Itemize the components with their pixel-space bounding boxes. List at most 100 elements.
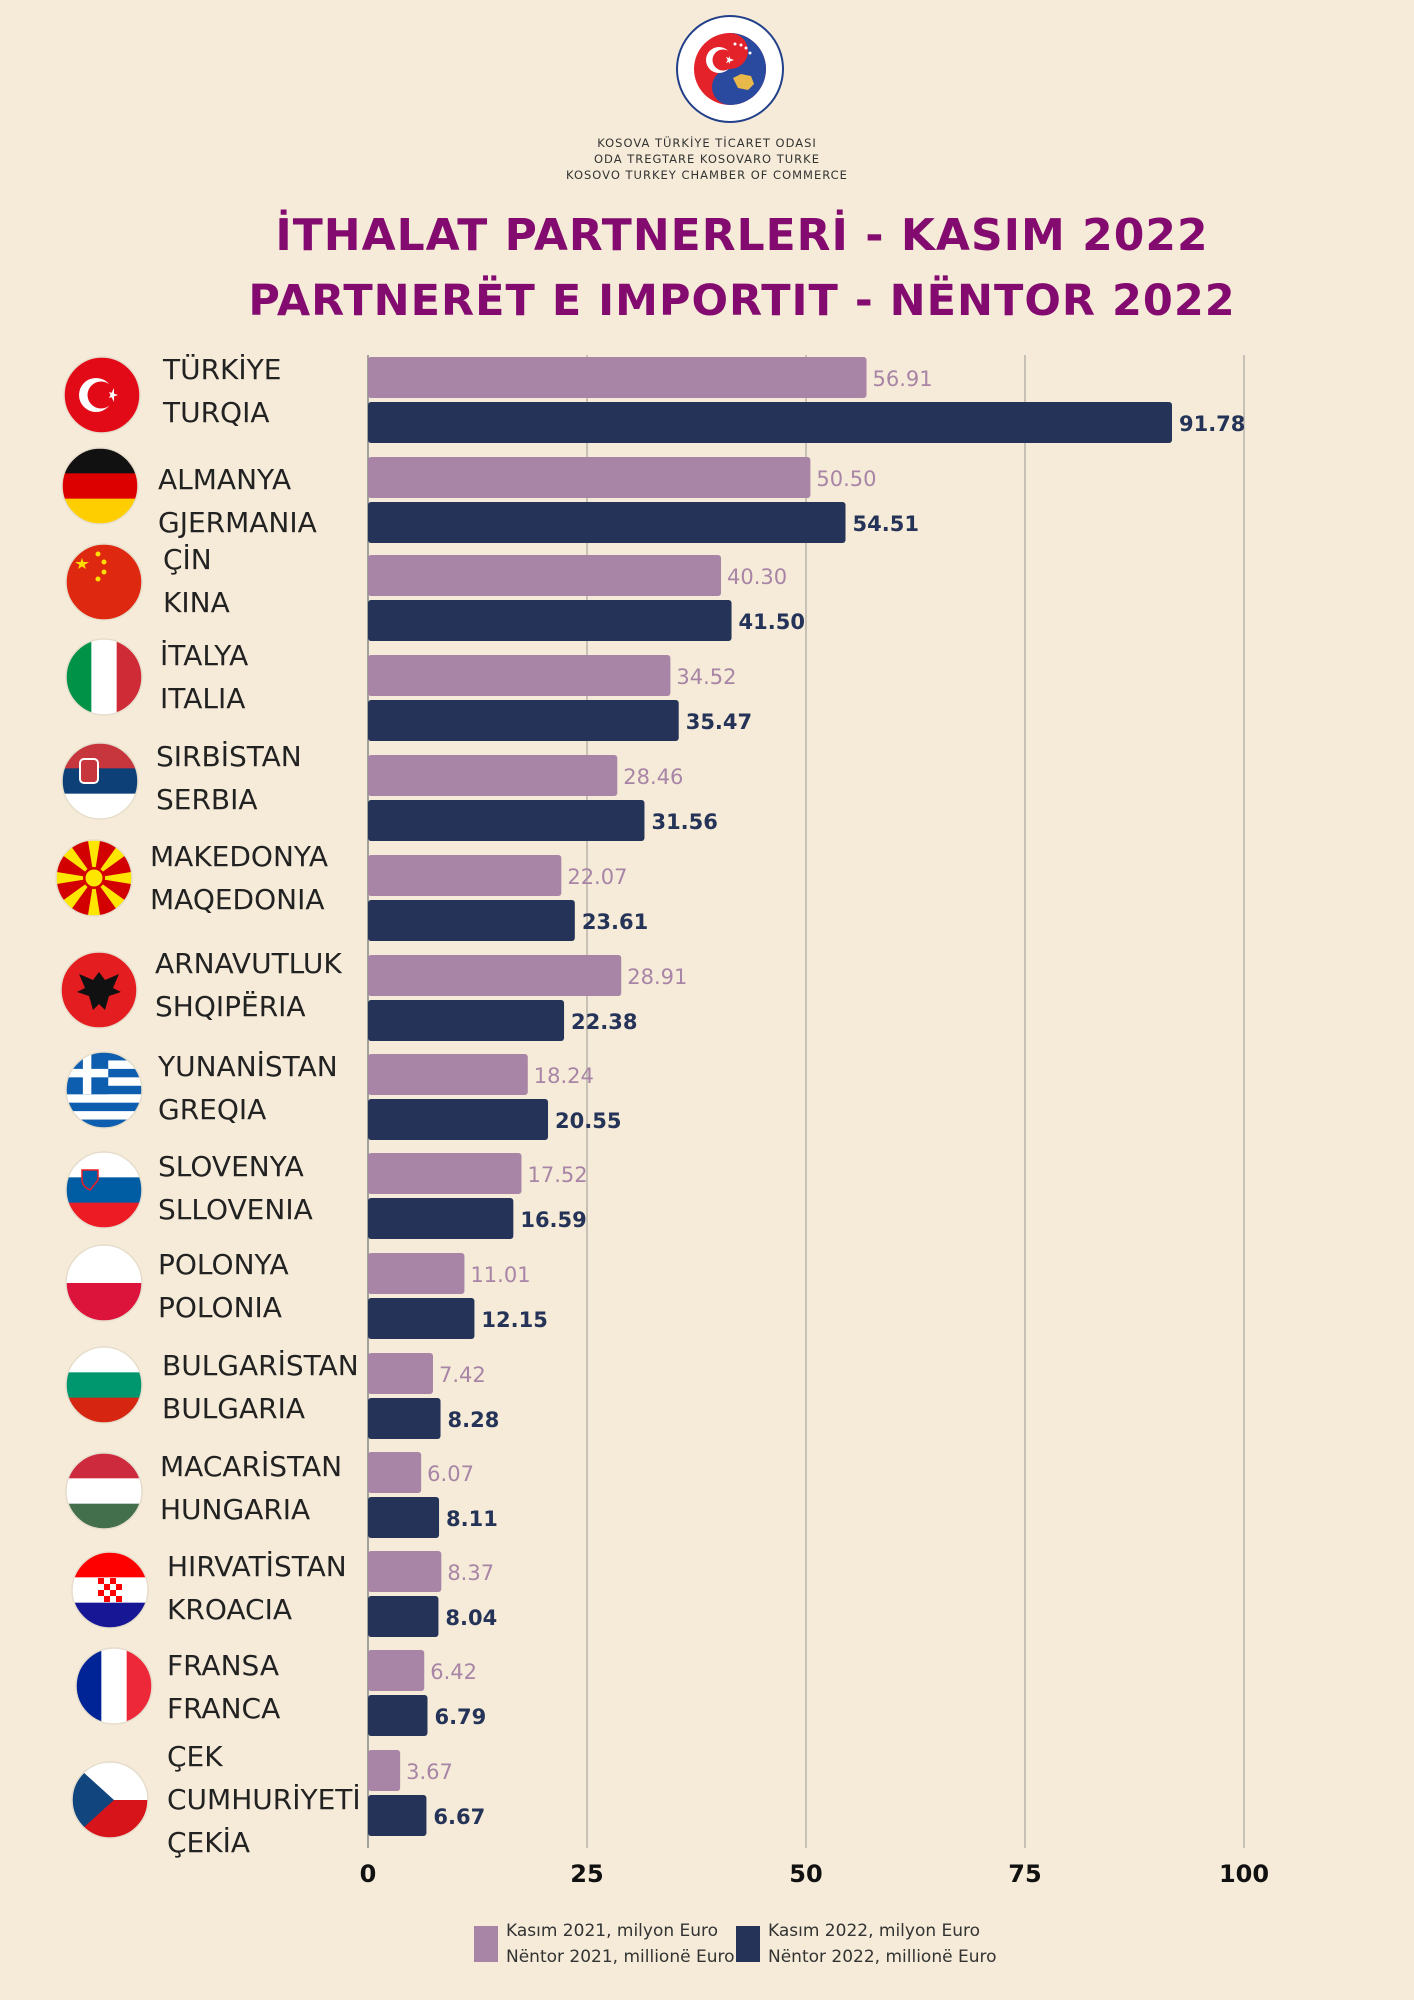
north-macedonia-flag-icon <box>56 840 132 916</box>
country-name: TURQIA <box>163 396 270 429</box>
country-name: BULGARIA <box>162 1392 306 1425</box>
bar-2022 <box>368 600 732 641</box>
data-label-2021: 7.42 <box>439 1363 486 1387</box>
bar-2021 <box>368 655 671 696</box>
data-label-2021: 18.24 <box>534 1064 594 1088</box>
legend-label-2022-sq: Nëntor 2022, millionë Euro <box>768 1947 997 1967</box>
data-label-2022: 16.59 <box>520 1208 586 1232</box>
x-tick-label: 100 <box>1219 1860 1269 1888</box>
bar-2022 <box>368 800 645 841</box>
data-label-2021: 3.67 <box>406 1760 453 1784</box>
bar-2021 <box>368 855 562 896</box>
data-label-2021: 17.52 <box>527 1163 587 1187</box>
flag-border <box>61 447 139 525</box>
country-name: GREQIA <box>158 1093 267 1126</box>
country-name: MAKEDONYA <box>150 840 328 873</box>
country-name: ARNAVUTLUK <box>155 947 342 980</box>
bar-2021 <box>368 1253 465 1294</box>
bar-2022 <box>368 700 679 741</box>
country-name: ÇEKİA <box>167 1826 251 1859</box>
org-name-sq: ODA TREGTARE KOSOVARO TURKE <box>594 152 820 166</box>
country-name: SIRBİSTAN <box>156 740 302 773</box>
data-label-2022: 91.78 <box>1179 412 1245 436</box>
flag-border <box>65 638 143 716</box>
flag-border <box>71 1761 149 1839</box>
flag-border <box>65 1151 143 1229</box>
data-label-2021: 8.37 <box>447 1561 494 1585</box>
data-label-2021: 28.91 <box>627 965 687 989</box>
bar-2022 <box>368 900 575 941</box>
data-label-2022: 6.79 <box>434 1705 486 1729</box>
chart-title-tr: İTHALAT PARTNERLERİ - KASIM 2022 <box>275 210 1209 261</box>
data-label-2021: 28.46 <box>623 765 683 789</box>
flag-border <box>65 1346 143 1424</box>
bar-2021 <box>368 1750 401 1791</box>
org-name-tr: KOSOVA TÜRKİYE TİCARET ODASI <box>597 136 817 150</box>
legend-label-2021-sq: Nëntor 2021, millionë Euro <box>506 1947 735 1967</box>
data-label-2022: 31.56 <box>651 810 717 834</box>
legend-item-2022: Kasım 2022, milyon Euro Nëntor 2022, mil… <box>736 1918 997 1970</box>
data-label-2022: 12.15 <box>481 1308 547 1332</box>
country-name: İTALYA <box>160 639 249 672</box>
country-name: FRANSA <box>167 1649 279 1682</box>
flag-border <box>65 543 143 621</box>
chart-title-sq: PARTNERËT E IMPORTIT - NËNTOR 2022 <box>248 276 1236 326</box>
country-name: SLLOVENIA <box>158 1193 313 1226</box>
country-name: SERBIA <box>156 783 258 816</box>
data-label-2022: 20.55 <box>555 1109 621 1133</box>
data-label-2022: 54.51 <box>853 512 919 536</box>
bar-2021 <box>368 1054 528 1095</box>
bar-2021 <box>368 1452 422 1493</box>
legend-item-2021: Kasım 2021, milyon Euro Nëntor 2021, mil… <box>474 1918 735 1970</box>
data-label-2021: 40.30 <box>727 565 787 589</box>
country-name: YUNANİSTAN <box>158 1050 338 1083</box>
data-label-2022: 8.28 <box>448 1408 500 1432</box>
data-label-2021: 50.50 <box>816 467 876 491</box>
legend-swatch-2021 <box>474 1926 498 1962</box>
bar-2022 <box>368 1695 428 1736</box>
bar-2022 <box>368 1398 441 1439</box>
bar-2022 <box>368 1497 440 1538</box>
x-tick-label: 50 <box>789 1860 822 1888</box>
bar-2022 <box>368 502 846 543</box>
country-name: POLONIA <box>158 1291 282 1324</box>
turkey-flag-icon <box>64 357 140 433</box>
flag-border <box>55 839 133 917</box>
china-flag-icon <box>66 544 142 620</box>
flag-border <box>60 951 138 1029</box>
country-name: SHQIPËRIA <box>155 990 306 1023</box>
country-name: BULGARİSTAN <box>162 1349 359 1382</box>
country-name: GJERMANIA <box>158 506 317 539</box>
chamber-logo <box>676 15 784 123</box>
data-label-2021: 6.42 <box>430 1660 477 1684</box>
bar-2021 <box>368 1153 522 1194</box>
bar-2022 <box>368 1000 565 1041</box>
bar-2022 <box>368 402 1172 443</box>
country-name: HUNGARIA <box>160 1493 311 1526</box>
country-name: SLOVENYA <box>158 1150 304 1183</box>
x-tick-label: 25 <box>570 1860 603 1888</box>
legend-label-2021-tr: Kasım 2021, milyon Euro <box>506 1921 719 1941</box>
data-label-2022: 41.50 <box>739 610 805 634</box>
country-name: KINA <box>163 586 230 619</box>
country-name: KROACIA <box>167 1593 292 1626</box>
data-label-2021: 6.07 <box>427 1462 474 1486</box>
bar-2021 <box>368 955 622 996</box>
country-name: CUMHURİYETİ <box>167 1783 361 1816</box>
country-name: ITALIA <box>160 682 246 715</box>
x-tick-label: 0 <box>360 1860 377 1888</box>
bar-2022 <box>368 1596 439 1637</box>
bar-2021 <box>368 457 811 498</box>
data-label-2021: 11.01 <box>470 1263 530 1287</box>
bar-2021 <box>368 755 618 796</box>
country-name: ALMANYA <box>158 463 292 496</box>
bar-chart: 0 25 50 75 100 56.91 91.78 50.50 54.51 40.30 41.50… <box>55 355 1269 1888</box>
country-name: ÇEK <box>167 1740 223 1773</box>
data-label-2021: 34.52 <box>676 665 736 689</box>
data-label-2022: 35.47 <box>686 710 752 734</box>
x-tick-label: 75 <box>1008 1860 1041 1888</box>
flag-border <box>71 1551 149 1629</box>
flag-border <box>63 356 141 434</box>
bar-2021 <box>368 1353 433 1394</box>
country-name: ÇİN <box>163 543 212 576</box>
